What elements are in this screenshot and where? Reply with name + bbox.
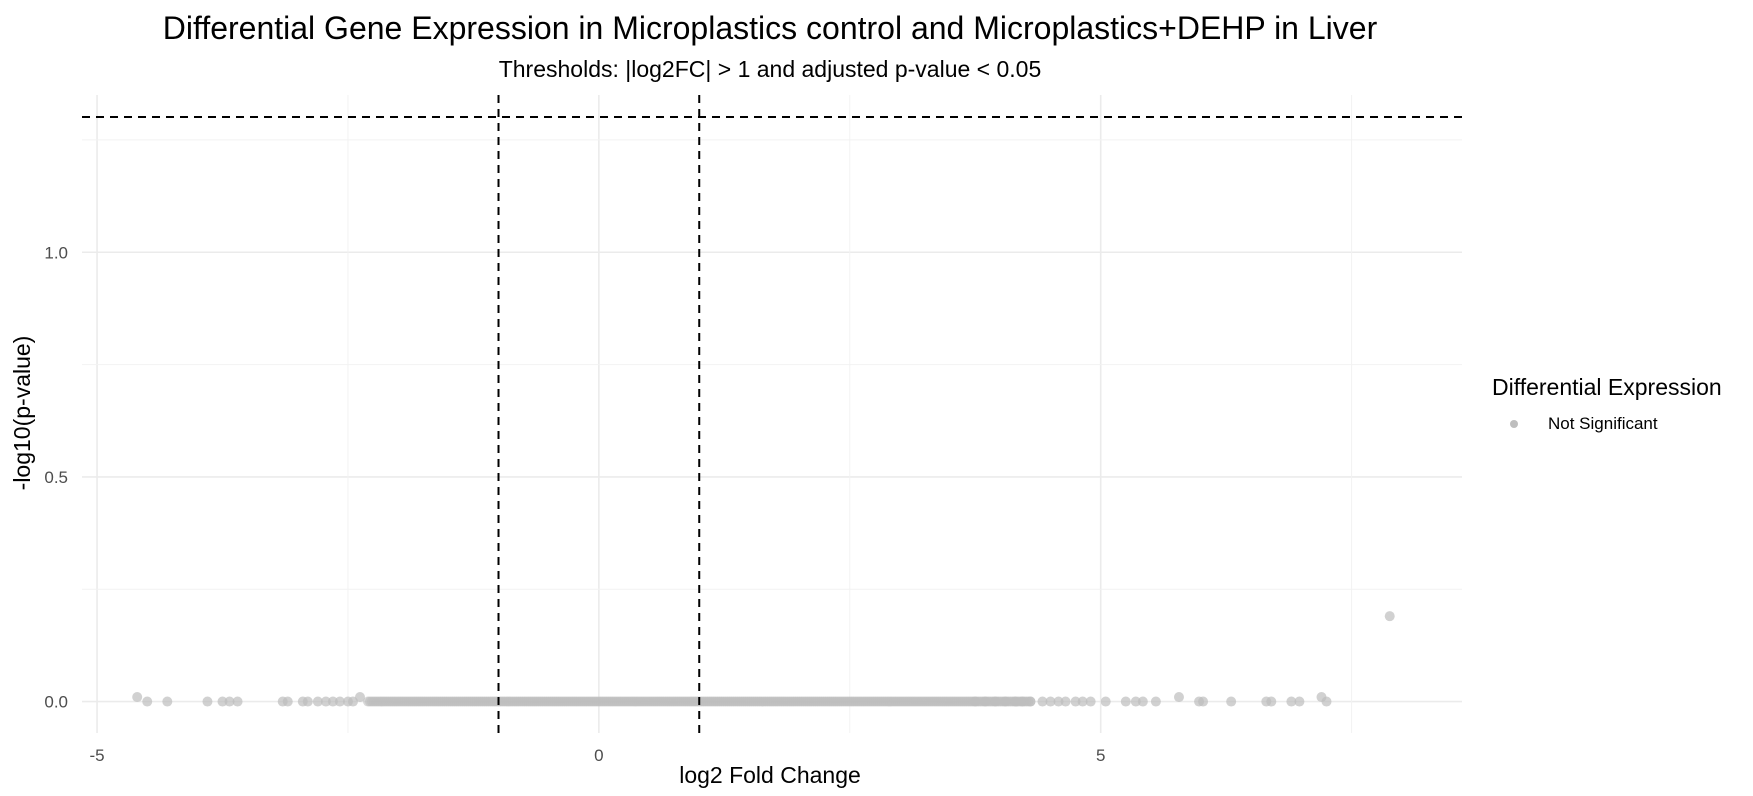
data-point — [1321, 696, 1332, 707]
data-point — [224, 696, 235, 707]
data-point — [1025, 696, 1036, 707]
data-point — [1100, 696, 1111, 707]
y-tick-label: 0.0 — [44, 693, 68, 712]
data-point — [334, 696, 345, 707]
data-point — [1045, 696, 1056, 707]
data-point — [1150, 696, 1161, 707]
data-point — [1130, 696, 1141, 707]
data-point — [282, 696, 293, 707]
data-point — [990, 696, 1001, 707]
data-point — [1000, 696, 1011, 707]
threshold-lines — [82, 95, 1462, 733]
data-point — [1085, 696, 1096, 707]
data-point — [1017, 696, 1028, 707]
y-tick-label: 1.0 — [44, 243, 68, 262]
legend-marker — [1510, 420, 1518, 428]
legend-label: Not Significant — [1548, 414, 1658, 433]
data-point — [980, 696, 991, 707]
data-point — [1226, 696, 1237, 707]
x-tick-label: -5 — [89, 746, 104, 765]
data-point — [1266, 696, 1277, 707]
data-point — [355, 692, 366, 703]
y-axis-label: -log10(p-value) — [9, 336, 35, 491]
data-point — [1037, 696, 1048, 707]
legend: Differential Expression Not Significant — [1492, 372, 1747, 434]
data-point — [142, 696, 153, 707]
data-point — [312, 696, 323, 707]
legend-item-not-significant: Not Significant — [1492, 414, 1747, 434]
data-point — [1053, 696, 1064, 707]
data-point — [232, 696, 243, 707]
data-point — [1384, 611, 1395, 622]
x-axis-label: log2 Fold Change — [679, 762, 861, 788]
data-point — [1286, 696, 1297, 707]
data-point — [1173, 692, 1184, 703]
data-point — [327, 696, 338, 707]
data-point — [217, 696, 228, 707]
data-points — [132, 611, 1395, 707]
data-point — [1060, 696, 1071, 707]
data-point — [162, 696, 173, 707]
data-point — [202, 696, 213, 707]
data-point — [1120, 696, 1131, 707]
x-tick-label: 0 — [594, 746, 603, 765]
data-point — [320, 696, 331, 707]
data-point — [970, 696, 981, 707]
data-point — [1070, 696, 1081, 707]
legend-title: Differential Expression — [1492, 374, 1722, 400]
data-point — [302, 696, 313, 707]
data-point — [132, 692, 143, 703]
data-point — [1077, 696, 1088, 707]
grid-lines — [82, 95, 1462, 733]
chart-subtitle: Thresholds: |log2FC| > 1 and adjusted p-… — [498, 56, 1042, 82]
x-tick-label: 5 — [1096, 746, 1105, 765]
y-tick-label: 0.5 — [44, 468, 68, 487]
data-point — [1137, 696, 1148, 707]
chart-title: Differential Gene Expression in Micropla… — [162, 10, 1378, 46]
data-point — [1198, 696, 1209, 707]
data-point — [1010, 696, 1021, 707]
data-point — [1294, 696, 1305, 707]
axes: -5 0 5 0.0 0.5 1.0 — [44, 243, 1105, 765]
